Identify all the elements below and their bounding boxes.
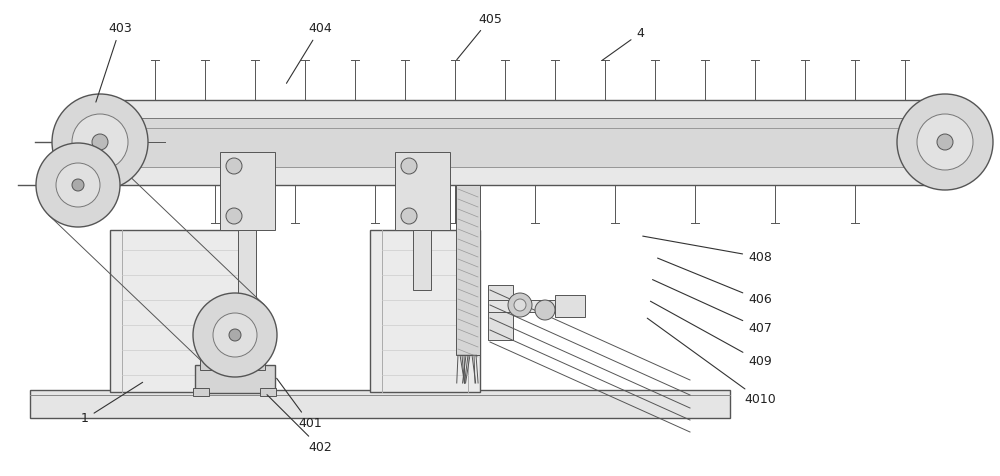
Circle shape	[226, 208, 242, 224]
Text: 407: 407	[653, 279, 772, 335]
Circle shape	[72, 114, 128, 170]
Text: 4010: 4010	[647, 318, 776, 407]
Circle shape	[226, 158, 242, 174]
Bar	[260, 388, 276, 396]
Bar	[488, 300, 563, 312]
Bar	[200, 350, 265, 370]
Bar	[395, 152, 450, 230]
Circle shape	[917, 114, 973, 170]
Circle shape	[56, 163, 100, 207]
Bar	[135, 118, 910, 167]
Text: 404: 404	[286, 22, 332, 83]
Circle shape	[92, 134, 108, 150]
Text: 4: 4	[602, 27, 644, 60]
Bar	[488, 285, 513, 340]
Circle shape	[508, 293, 532, 317]
Text: 408: 408	[643, 236, 772, 264]
Bar	[195, 365, 275, 393]
Circle shape	[213, 313, 257, 357]
Text: 401: 401	[277, 378, 322, 430]
Text: 409: 409	[650, 301, 772, 368]
Text: 405: 405	[457, 12, 502, 60]
Bar	[30, 390, 730, 418]
Bar	[220, 152, 275, 230]
Bar	[193, 388, 209, 396]
Bar	[413, 230, 431, 290]
Bar	[456, 185, 480, 355]
Text: 402: 402	[267, 395, 332, 454]
Circle shape	[401, 208, 417, 224]
Circle shape	[514, 299, 526, 311]
Bar	[110, 230, 255, 392]
Circle shape	[36, 143, 120, 227]
Circle shape	[229, 329, 241, 341]
Bar	[370, 230, 480, 392]
Text: 1: 1	[81, 382, 143, 426]
Circle shape	[52, 94, 148, 190]
Bar	[555, 295, 585, 317]
Circle shape	[193, 293, 277, 377]
Text: 403: 403	[96, 22, 132, 102]
Circle shape	[535, 300, 555, 320]
Bar	[95, 100, 950, 185]
Circle shape	[897, 94, 993, 190]
Circle shape	[401, 158, 417, 174]
Circle shape	[937, 134, 953, 150]
Text: 406: 406	[658, 258, 772, 307]
Bar	[238, 230, 256, 320]
Circle shape	[72, 179, 84, 191]
